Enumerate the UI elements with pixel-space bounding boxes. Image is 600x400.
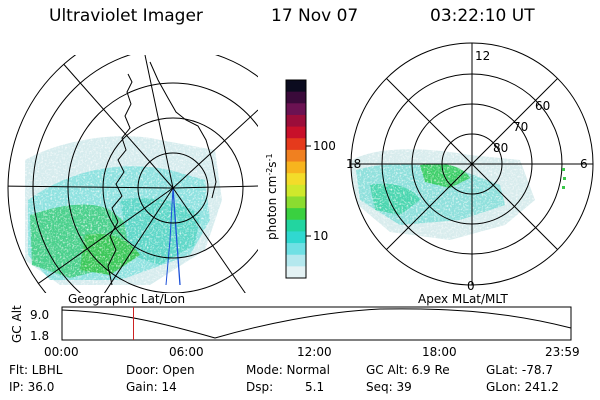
coastline (107, 73, 133, 286)
timeline-ylabel: GC Alt (10, 305, 24, 343)
magnetic-map: 12 18 6 0 80 70 60 (346, 42, 594, 293)
mlt-label-6: 6 (580, 157, 588, 171)
colorbar-segment (286, 208, 306, 221)
time-label: 03:22:10 UT (430, 6, 535, 26)
colorbar-segment (286, 149, 306, 163)
aurora-emission-right (351, 43, 593, 285)
colorbar-segment (286, 254, 306, 267)
colorbar-tick-10: 10 (313, 229, 328, 243)
gain-info: Gain: 14 (126, 380, 177, 394)
mlat-label-70: 70 (513, 120, 528, 134)
colorbar-tick-100: 100 (313, 139, 336, 153)
glon-info: GLon: 241.2 (486, 380, 559, 394)
dsp-label: Dsp: (246, 380, 274, 394)
timeline-ytick-1.8: 1.8 (30, 329, 49, 343)
timeline-xtick-2359: 23:59 (545, 345, 580, 359)
mlt-label-0: 0 (467, 279, 475, 293)
colorbar-segment (286, 138, 306, 151)
colorbar-segment (286, 173, 306, 186)
timeline-xtick-0600: 06:00 (169, 345, 204, 359)
colorbar-segment (286, 114, 306, 128)
geographic-map (7, 55, 258, 293)
timeline-xtick-0000: 00:00 (44, 345, 79, 359)
date-label: 17 Nov 07 (271, 6, 359, 26)
left-map-caption: Geographic Lat/Lon (68, 292, 185, 306)
aurora-emission-left (8, 55, 258, 293)
colorbar-segment (286, 80, 306, 93)
door-info: Door: Open (126, 363, 195, 377)
colorbar-segment (286, 243, 306, 256)
colorbar-segment (286, 219, 306, 232)
colorbar-segment (286, 126, 306, 139)
dsp-value: 5.1 (305, 380, 325, 394)
seq-info: Seq: 39 (366, 380, 412, 394)
colorbar-segment (286, 196, 306, 209)
timeline-xtick-1200: 12:00 (297, 345, 332, 359)
mode-info: Mode: Normal (246, 363, 330, 377)
colorbar-segment (286, 161, 306, 174)
colorbar: 100 10 photon cm-2s-1 (265, 79, 336, 279)
instrument-title: Ultraviolet Imager (49, 6, 203, 26)
timeline-ytick-9: 9.0 (30, 308, 49, 322)
colorbar-segment (286, 103, 306, 116)
colorbar-segment (286, 91, 306, 104)
mlt-label-12: 12 (475, 49, 490, 63)
right-map-caption: Apex MLat/MLT (418, 292, 508, 306)
glat-info: GLat: -78.7 (486, 363, 553, 377)
colorbar-unit-label: photon cm-2s-1 (265, 153, 280, 240)
mlat-label-80: 80 (493, 141, 508, 155)
colorbar-segment (286, 184, 306, 197)
colorbar-segment (286, 266, 306, 279)
altitude-curve (61, 308, 572, 339)
filter-info: Flt: LBHL (9, 363, 63, 377)
colorbar-segment (286, 231, 306, 244)
ip-info: IP: 36.0 (9, 380, 55, 394)
mlt-label-18: 18 (346, 157, 361, 171)
altitude-timeline: GC Alt 9.0 1.8 00:00 06:00 12:00 18:00 2… (10, 305, 580, 359)
meridians (8, 55, 258, 293)
mlat-label-60: 60 (535, 99, 550, 113)
gc-alt-info: GC Alt: 6.9 Re (366, 363, 450, 377)
timeline-xtick-1800: 18:00 (422, 345, 457, 359)
